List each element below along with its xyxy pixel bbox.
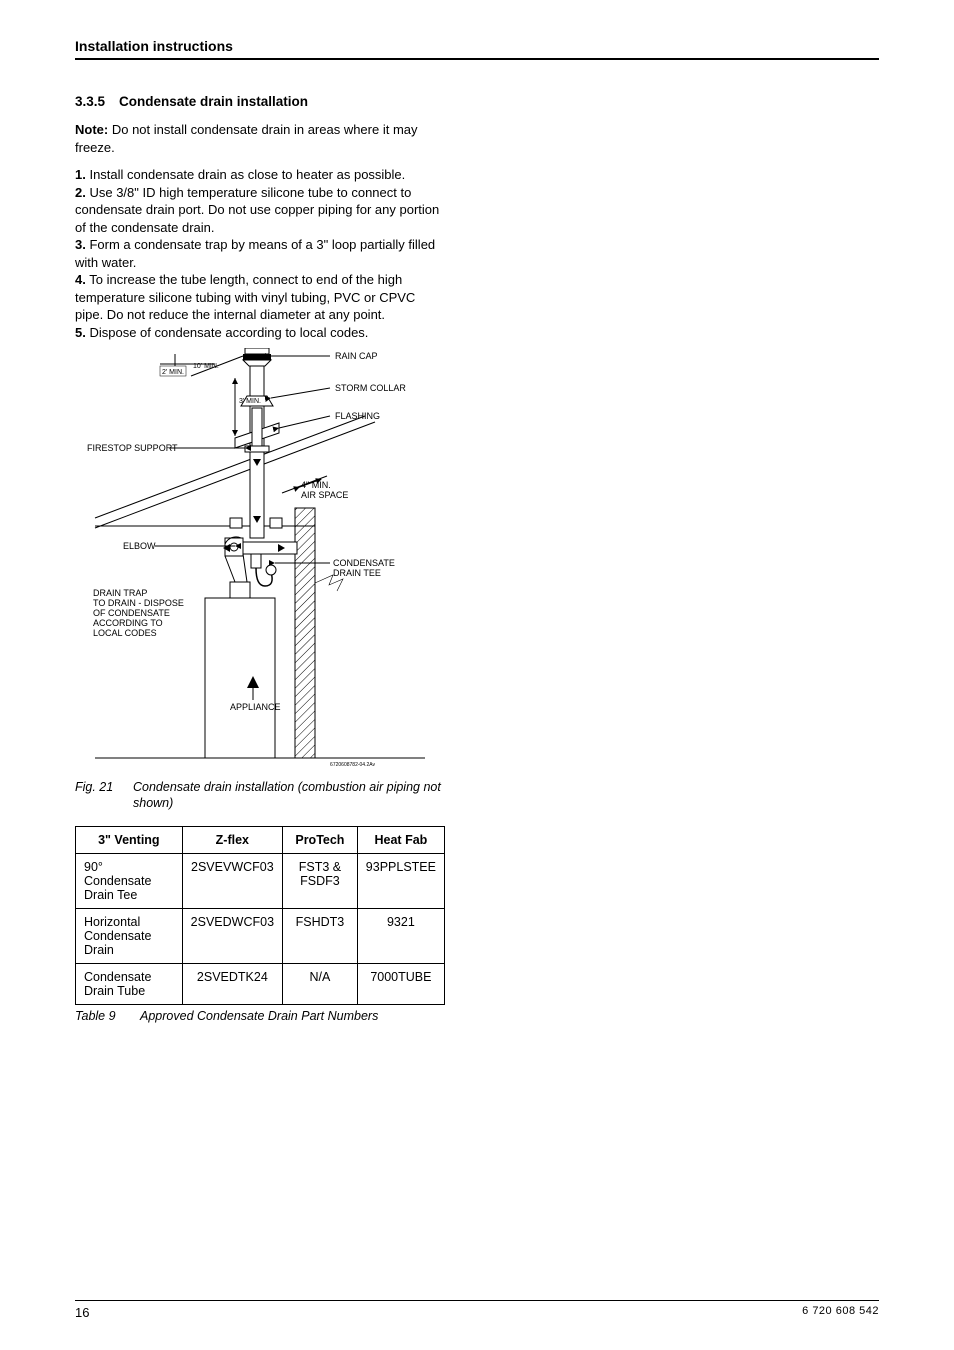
table-caption: Table 9 Approved Condensate Drain Part N…	[75, 1009, 445, 1023]
lbl-ct2: DRAIN TEE	[333, 568, 381, 578]
lbl-ct1: CONDENSATE	[333, 558, 395, 568]
figure-label: Fig. 21	[75, 779, 133, 813]
lbl-dt1: DRAIN TRAP	[93, 588, 147, 598]
lbl-drawingno: 6720608782-04.2Av	[330, 762, 375, 768]
note-text: Do not install condensate drain in areas…	[75, 122, 418, 155]
lbl-firestop: FIRESTOP SUPPORT	[87, 443, 178, 453]
lbl-flashing: FLASHING	[335, 411, 380, 421]
table-row: Horizontal Condensate Drain 2SVEDWCF03 F…	[76, 909, 445, 964]
lbl-2min: 2' MIN.	[162, 369, 184, 376]
page-header-title: Installation instructions	[75, 38, 233, 54]
lbl-10min: 10' MIN.	[193, 363, 219, 370]
parts-table: 3" Venting Z-flex ProTech Heat Fab 90° C…	[75, 826, 445, 1005]
th-3: Heat Fab	[357, 827, 444, 854]
lbl-dt5: LOCAL CODES	[93, 628, 157, 638]
page-number: 16	[75, 1305, 89, 1320]
lbl-appliance: APPLIANCE	[230, 702, 281, 712]
doc-number: 6 720 608 542	[802, 1305, 879, 1320]
step-4: 4. To increase the tube length, connect …	[75, 271, 445, 324]
table-row: Condensate Drain Tube 2SVEDTK24 N/A 7000…	[76, 964, 445, 1005]
lbl-3min: 3' MIN.	[239, 398, 261, 405]
lbl-dt4: ACCORDING TO	[93, 618, 163, 628]
lbl-rain-cap: RAIN CAP	[335, 351, 378, 361]
page-footer: 16 6 720 608 542	[75, 1300, 879, 1320]
note-line: Note: Do not install condensate drain in…	[75, 121, 445, 156]
content-column: 3.3.5Condensate drain installation Note:…	[75, 94, 445, 1023]
section-number: 3.3.5	[75, 94, 119, 109]
section-title: Condensate drain installation	[119, 94, 308, 109]
th-0: 3" Venting	[76, 827, 183, 854]
step-1: 1. Install condensate drain as close to …	[75, 166, 445, 184]
table-caption-text: Approved Condensate Drain Part Numbers	[140, 1009, 378, 1023]
step-5: 5. Dispose of condensate according to lo…	[75, 324, 445, 342]
lbl-air2: AIR SPACE	[301, 490, 348, 500]
figure-caption: Fig. 21 Condensate drain installation (c…	[75, 779, 445, 813]
table-row: 90° Condensate Drain Tee 2SVEVWCF03 FST3…	[76, 854, 445, 909]
table-label: Table 9	[75, 1009, 137, 1023]
th-1: Z-flex	[182, 827, 282, 854]
figure-21: RAIN CAP STORM COLLAR FLASHING FIRESTOP …	[75, 348, 445, 813]
note-label: Note:	[75, 122, 108, 137]
section-heading: 3.3.5Condensate drain installation	[75, 94, 445, 109]
lbl-elbow: ELBOW	[123, 541, 156, 551]
th-2: ProTech	[283, 827, 358, 854]
section-body: Note: Do not install condensate drain in…	[75, 121, 445, 342]
lbl-storm-collar: STORM COLLAR	[335, 383, 406, 393]
lbl-dt3: OF CONDENSATE	[93, 608, 170, 618]
figure-caption-text: Condensate drain installation (combustio…	[133, 779, 445, 813]
page-header: Installation instructions	[75, 38, 879, 60]
step-3: 3. Form a condensate trap by means of a …	[75, 236, 445, 271]
step-2: 2. Use 3/8" ID high temperature silicone…	[75, 184, 445, 237]
lbl-air1: 4" MIN.	[301, 480, 331, 490]
figure-svg: RAIN CAP STORM COLLAR FLASHING FIRESTOP …	[75, 348, 445, 768]
lbl-dt2: TO DRAIN - DISPOSE	[93, 598, 184, 608]
